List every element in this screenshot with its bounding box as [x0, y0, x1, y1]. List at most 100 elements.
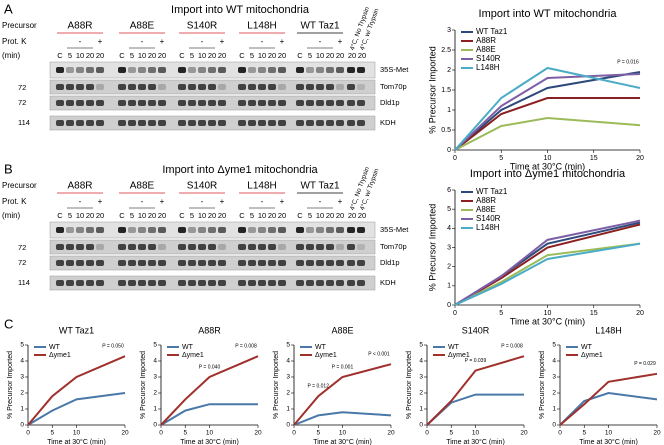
series-line: [454, 242, 641, 306]
group-name: A88R: [67, 21, 92, 32]
band: [218, 84, 226, 90]
y-tick-label: 3: [419, 374, 423, 381]
group-name: L148H: [247, 21, 276, 32]
chart-title: WT Taz1: [59, 325, 94, 335]
y-axis-label: % Precursor Imported: [140, 351, 147, 419]
lane-label: 20: [358, 211, 366, 220]
y-tick-label: 2: [552, 390, 556, 397]
band: [357, 260, 365, 266]
y-tick-label: 0: [286, 422, 290, 429]
x-tick-label: 10: [544, 310, 552, 317]
mw-label: 72: [18, 258, 26, 267]
group-name: WT Taz1: [300, 21, 340, 32]
band: [326, 120, 334, 126]
band: [306, 84, 314, 90]
annotation: P = 0.029: [634, 361, 656, 367]
lane-label: 5: [68, 51, 72, 60]
y-tick-label: 1: [447, 107, 451, 114]
lane-label: 10: [258, 51, 266, 60]
y-tick-label: 2: [447, 67, 451, 74]
prot-k: +: [280, 197, 285, 206]
x-tick-label: 5: [50, 430, 54, 437]
legend-label: WT: [581, 344, 593, 351]
y-tick-label: 3: [552, 374, 556, 381]
x-tick-label: 15: [590, 310, 598, 317]
legend-label: A88E: [476, 45, 496, 54]
y-tick-label: 2: [286, 390, 290, 397]
lane-label: C: [297, 51, 303, 60]
lane-label: 10: [316, 211, 324, 220]
chart-title: A88R: [198, 325, 221, 335]
legend-label: WT: [182, 344, 194, 351]
x-tick-label: 0: [453, 155, 457, 162]
band: [148, 100, 156, 106]
band: [118, 67, 126, 73]
band: [118, 84, 126, 90]
band: [198, 280, 206, 286]
y-tick-label: 1: [419, 406, 423, 413]
x-tick-label: 0: [26, 430, 30, 437]
band: [357, 280, 365, 286]
band: [296, 67, 304, 73]
band: [306, 100, 314, 106]
band-label: KDH: [380, 118, 396, 127]
prot-k: -: [261, 197, 264, 206]
band: [178, 260, 186, 266]
band: [158, 67, 166, 73]
group-name: A88E: [130, 181, 155, 192]
band: [326, 260, 334, 266]
mw-label: 114: [18, 118, 30, 127]
y-tick-label: 5: [153, 342, 157, 349]
band: [118, 100, 126, 106]
band: [138, 84, 146, 90]
band: [296, 280, 304, 286]
band: [96, 67, 104, 73]
y-tick-label: 3: [447, 27, 451, 34]
band: [306, 280, 314, 286]
legend-label: Δyme1: [182, 352, 204, 359]
legend-label: S140R: [476, 214, 501, 223]
band: [218, 67, 226, 73]
band: [326, 244, 334, 250]
prot-k: +: [280, 37, 285, 46]
band-label: Tom70p: [380, 242, 407, 251]
band: [268, 84, 276, 90]
x-tick-label: 10: [206, 430, 214, 437]
band: [316, 120, 324, 126]
legend-label: WT: [315, 344, 327, 351]
band: [138, 227, 146, 233]
band: [128, 260, 136, 266]
legend-label: Δyme1: [581, 352, 603, 359]
band: [357, 100, 365, 106]
group-name: S140R: [187, 21, 218, 32]
band: [296, 227, 304, 233]
band: [96, 84, 104, 90]
series-line: [454, 219, 641, 306]
band: [357, 120, 365, 126]
y-tick-label: 2: [20, 390, 24, 397]
band: [268, 260, 276, 266]
band: [66, 260, 74, 266]
panel-label: C: [4, 316, 13, 331]
chart-title: L148H: [595, 325, 622, 335]
band: [66, 280, 74, 286]
band: [118, 244, 126, 250]
band: [258, 100, 266, 106]
annotation: P = 0.040: [199, 364, 221, 370]
band: [268, 67, 276, 73]
annotation: P = 0.001: [332, 364, 354, 370]
band: [347, 260, 355, 266]
lane-label: 20: [358, 51, 366, 60]
band: [258, 260, 266, 266]
band: [178, 67, 186, 73]
band: [138, 260, 146, 266]
band: [56, 84, 64, 90]
band: [148, 244, 156, 250]
band: [248, 100, 256, 106]
group-name: A88R: [67, 181, 92, 192]
band: [347, 100, 355, 106]
prot-k: +: [160, 37, 165, 46]
band: [148, 120, 156, 126]
lane-label: 20: [348, 51, 356, 60]
